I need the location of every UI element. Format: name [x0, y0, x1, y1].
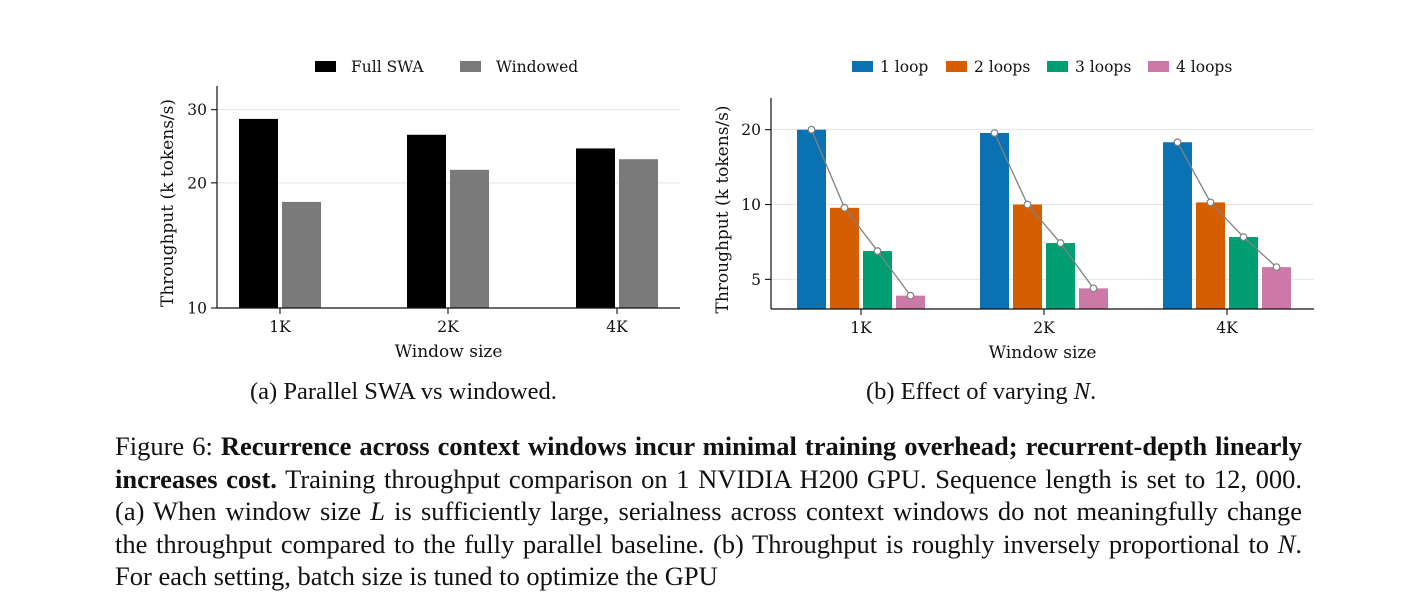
subcaption-b-suffix: . [1090, 378, 1097, 405]
x-tick-label-1k: 1K [269, 318, 291, 336]
y-tick-label: 10 [187, 300, 207, 318]
caption-var-n: N [1277, 528, 1296, 559]
bar-1-loop-4k [1163, 142, 1192, 309]
connector-point [840, 203, 849, 212]
y-tick-label: 30 [187, 101, 207, 119]
figure-caption: Figure 6: Recurrence across context wind… [115, 430, 1302, 593]
legend-label-2-loops: 2 loops [974, 58, 1030, 76]
bar-full-swa-2k [407, 134, 446, 308]
bar-4-loops-1k [896, 295, 925, 309]
legend-label-full-swa: Full SWA [351, 58, 424, 76]
x-tick-label-4k: 4K [1216, 319, 1238, 337]
x-tick-label-2k: 2K [437, 318, 459, 336]
legend-swatch-3-loops [1047, 61, 1068, 72]
legend-label-4-loops: 4 loops [1176, 58, 1232, 76]
chart-b: 5 10 20 1K 2K 4K Window size Throughput (k toke… [713, 58, 1314, 363]
connector-point [906, 291, 915, 300]
caption-bold: Recurrence across context windows incur … [115, 431, 1302, 494]
bar-4-loops-2k [1079, 288, 1108, 309]
x-tick-label-2k: 2K [1033, 319, 1055, 337]
bar-3-loops-4k [1229, 237, 1258, 309]
bar-windowed-2k [450, 169, 489, 308]
connector-line-2k [993, 132, 1095, 289]
figure-charts: 10 20 30 1K 2K 4K Window size Throughput (k tok… [158, 58, 1314, 363]
connector-point [1206, 198, 1215, 207]
legend-label-windowed: Windowed [496, 58, 578, 76]
caption-text-1: Training throughput comparison on 1 NVID… [276, 463, 1214, 494]
subcaption-a: (a) Parallel SWA vs windowed. [250, 378, 557, 406]
caption-label: Figure 6: [115, 431, 221, 461]
connector-point [1023, 200, 1032, 209]
bar-full-swa-4k [576, 148, 615, 308]
connector-line-4k [1176, 141, 1277, 268]
bar-4-loops-4k [1262, 267, 1291, 309]
connector-point [1056, 239, 1065, 247]
bar-full-swa-1k [239, 118, 278, 308]
y-tick-label: 5 [751, 271, 761, 289]
connector-point [1173, 138, 1182, 147]
connector-point [1089, 284, 1098, 293]
bar-1-loop-2k [980, 132, 1009, 309]
x-tick-label-1k: 1K [850, 319, 872, 337]
legend-swatch-2-loops [946, 61, 967, 72]
connector-point [807, 125, 816, 134]
legend-label-1-loop: 1 loop [880, 58, 928, 76]
connector-point [990, 129, 999, 137]
x-axis-label: Window size [989, 343, 1097, 363]
bar-windowed-4k [619, 159, 658, 308]
y-tick-label: 10 [741, 196, 761, 214]
y-axis-label: Throughput (k tokens/s) [158, 99, 178, 307]
subcaption-b-prefix: (b) Effect of varying [866, 378, 1074, 405]
bar-2-loops-1k [830, 207, 859, 309]
connector-point [1272, 263, 1281, 272]
y-tick-label: 20 [187, 174, 207, 192]
caption-text-2: . (a) When window size [115, 463, 1302, 527]
legend-swatch-full-swa [315, 61, 336, 72]
subcaption-b: (b) Effect of varying N. [866, 378, 1096, 406]
bar-3-loops-1k [863, 251, 892, 309]
connector-point [873, 247, 882, 255]
legend-swatch-windowed [460, 61, 481, 72]
y-tick-label: 20 [741, 121, 761, 139]
legend-swatch-1-loop [852, 61, 873, 72]
subcaption-a-text: (a) Parallel SWA vs windowed. [250, 378, 557, 405]
bar-2-loops-2k [1013, 204, 1042, 309]
bar-windowed-1k [282, 201, 321, 308]
bar-1-loop-1k [797, 129, 826, 309]
connector-line-1k [810, 129, 912, 297]
caption-var-l: L [370, 496, 386, 526]
caption-text-3: is sufficiently large, serialness across… [115, 496, 1302, 559]
bar-3-loops-2k [1046, 243, 1075, 309]
legend-swatch-4-loops [1148, 61, 1169, 72]
chart-a: 10 20 30 1K 2K 4K Window size Throughput (k tok… [158, 58, 680, 362]
caption-number: 12, 000 [1213, 463, 1296, 494]
y-axis-label: Throughput (k tokens/s) [713, 105, 733, 313]
subcaption-b-var: N [1073, 378, 1091, 405]
x-axis-label: Window size [395, 342, 503, 362]
bar-2-loops-4k [1196, 202, 1225, 309]
x-tick-label-4k: 4K [606, 318, 628, 336]
legend-label-3-loops: 3 loops [1075, 58, 1131, 76]
connector-point [1239, 233, 1248, 241]
